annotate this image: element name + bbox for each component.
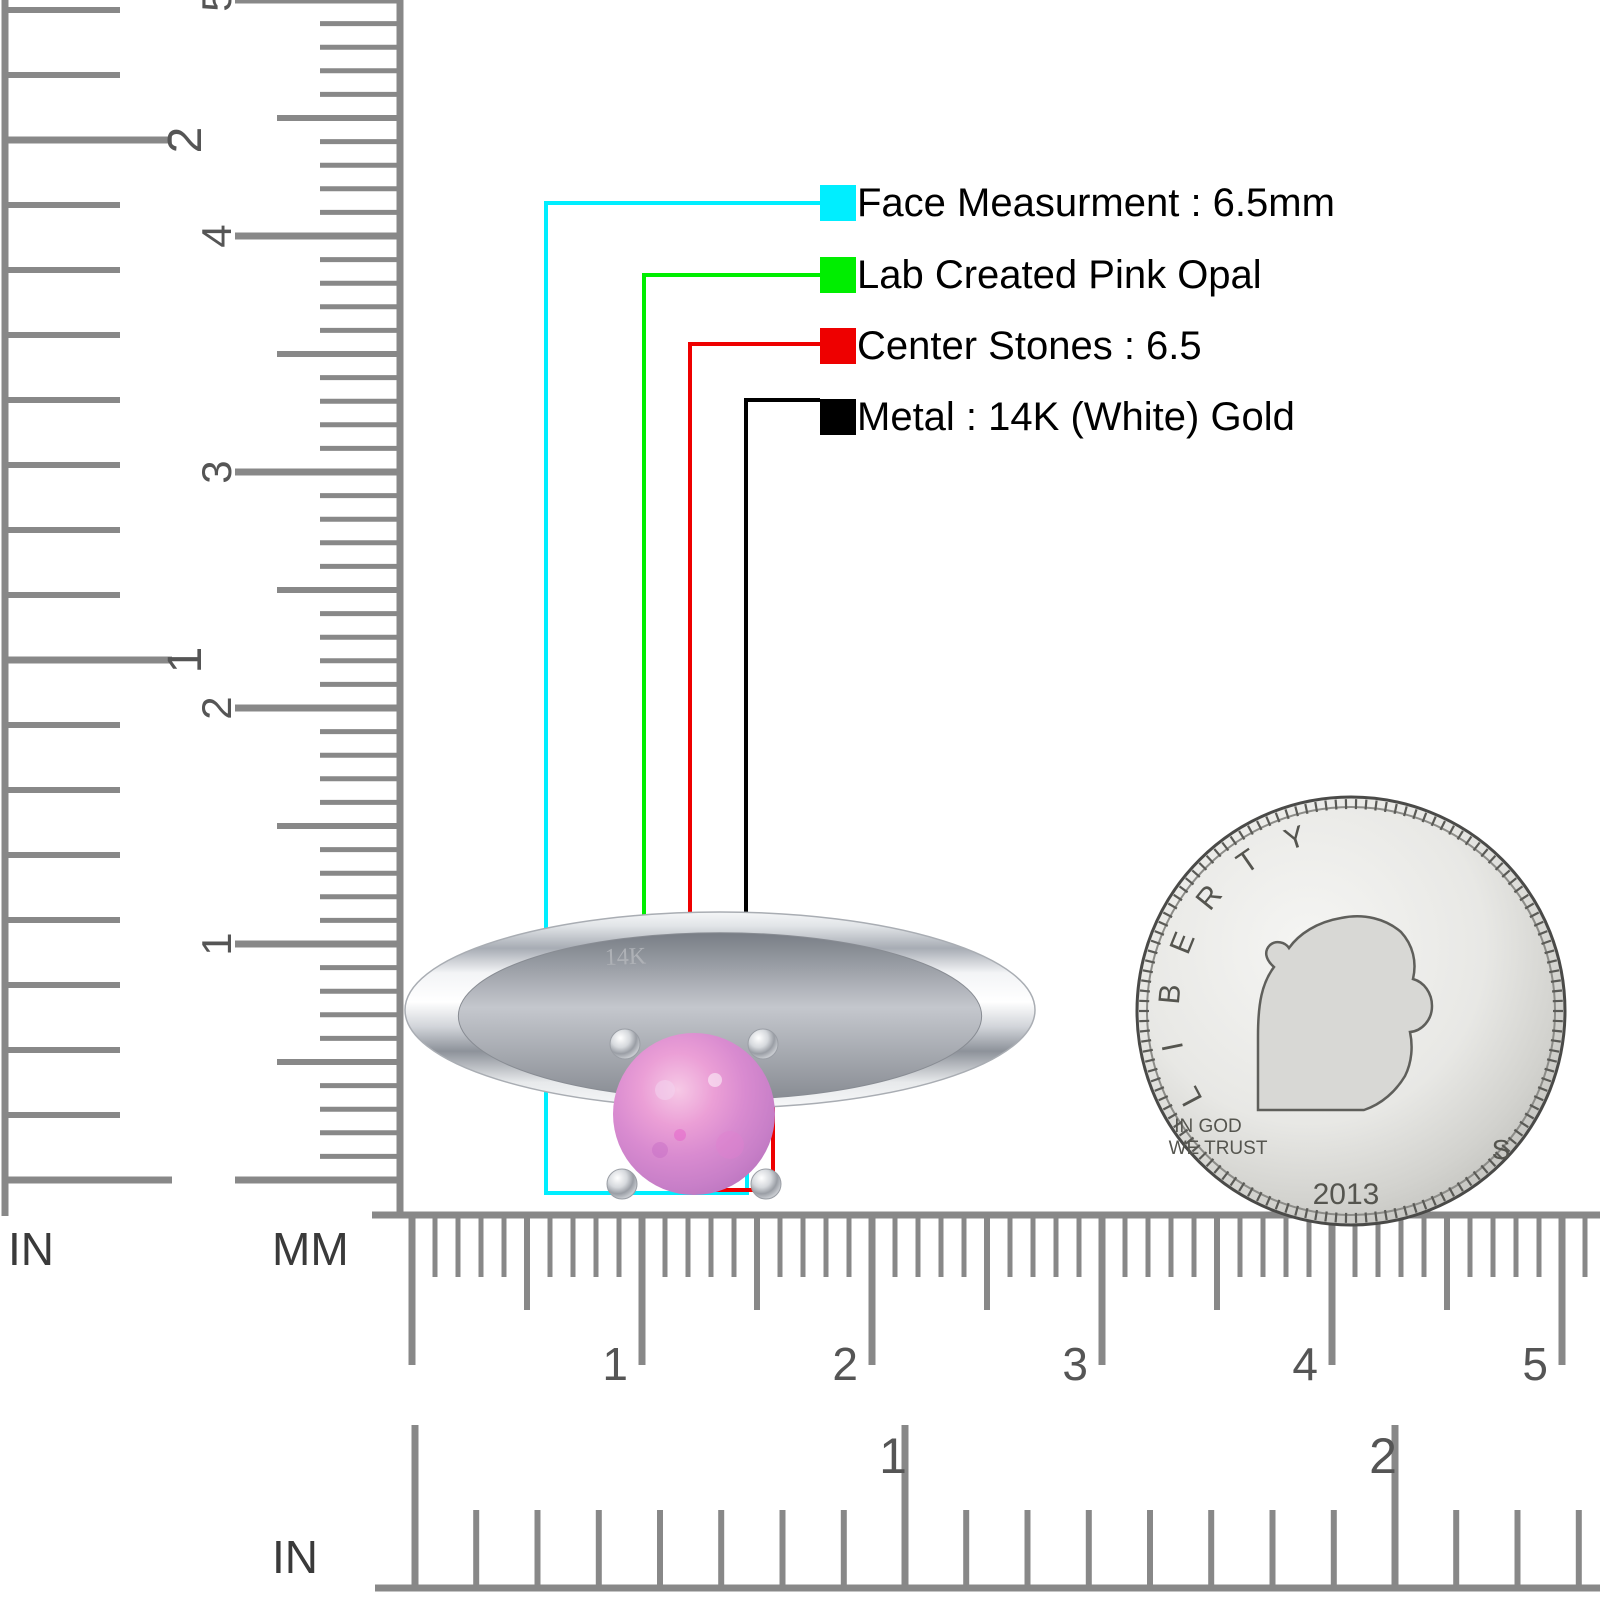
svg-text:14K: 14K: [604, 944, 647, 971]
